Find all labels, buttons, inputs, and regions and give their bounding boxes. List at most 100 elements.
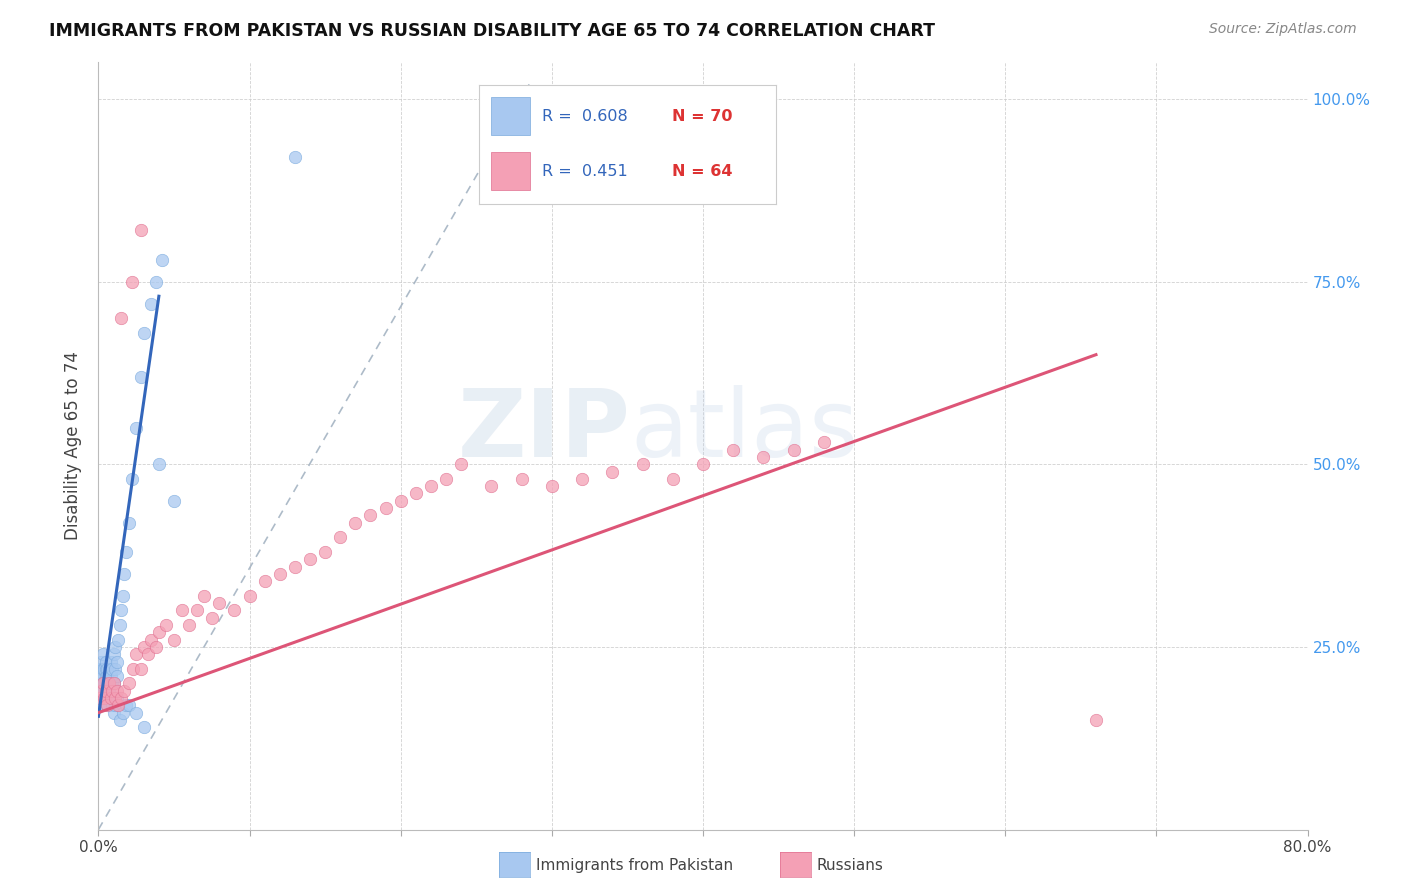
Point <box>783 442 806 457</box>
Point <box>752 450 775 464</box>
Point <box>94 683 117 698</box>
Point <box>179 618 201 632</box>
Point <box>186 603 208 617</box>
Point <box>193 589 215 603</box>
Point <box>89 691 111 706</box>
Point <box>94 691 117 706</box>
Point <box>224 603 246 617</box>
Point <box>105 669 128 683</box>
Text: Immigrants from Pakistan: Immigrants from Pakistan <box>536 858 733 872</box>
Point <box>132 720 155 734</box>
Point <box>125 647 148 661</box>
Point <box>101 698 124 713</box>
Point <box>94 683 117 698</box>
Point <box>692 457 714 471</box>
Point <box>98 662 121 676</box>
Point <box>94 662 117 676</box>
Point <box>129 662 152 676</box>
Point <box>105 691 128 706</box>
Point <box>540 479 562 493</box>
Point <box>132 640 155 654</box>
Point <box>90 676 112 690</box>
Point <box>374 501 396 516</box>
Point <box>104 698 127 713</box>
Point <box>118 676 141 690</box>
Point <box>98 676 121 690</box>
Point <box>91 683 114 698</box>
Point <box>103 676 125 690</box>
Point <box>571 472 593 486</box>
Point <box>141 296 163 310</box>
Point <box>103 706 125 720</box>
Point <box>434 472 457 486</box>
Point <box>107 698 129 713</box>
Point <box>284 559 307 574</box>
Point <box>89 669 111 683</box>
Point <box>104 662 127 676</box>
Point <box>141 632 163 647</box>
Point <box>91 676 114 690</box>
Point <box>100 669 122 683</box>
Point <box>110 311 132 326</box>
Point <box>93 662 115 676</box>
Point <box>101 676 124 690</box>
Point <box>91 676 114 690</box>
Point <box>107 632 129 647</box>
Point <box>100 691 122 706</box>
Point <box>510 472 533 486</box>
Point <box>103 676 125 690</box>
Point <box>112 683 135 698</box>
Point <box>201 610 224 624</box>
Point <box>110 603 132 617</box>
Point <box>450 457 472 471</box>
Point <box>284 150 307 164</box>
Point <box>91 662 114 676</box>
Point <box>90 655 112 669</box>
Point <box>101 662 124 676</box>
Point <box>208 596 231 610</box>
Point <box>90 662 112 676</box>
Point <box>96 698 118 713</box>
Point <box>105 683 128 698</box>
Point <box>89 676 111 690</box>
Text: atlas: atlas <box>630 384 859 476</box>
Point <box>112 566 135 581</box>
Point <box>90 698 112 713</box>
Point <box>90 683 112 698</box>
Point <box>132 326 155 340</box>
Point <box>93 698 115 713</box>
Point <box>118 698 141 713</box>
Point <box>111 706 134 720</box>
Point <box>145 275 167 289</box>
Point <box>105 655 128 669</box>
Point <box>145 640 167 654</box>
Point <box>150 252 173 267</box>
Point <box>631 457 654 471</box>
Y-axis label: Disability Age 65 to 74: Disability Age 65 to 74 <box>65 351 83 541</box>
Point <box>170 603 193 617</box>
Point <box>118 516 141 530</box>
Point <box>481 479 503 493</box>
Point <box>148 457 170 471</box>
Point <box>94 669 117 683</box>
Point <box>163 493 186 508</box>
Point <box>723 442 745 457</box>
Point <box>110 691 132 706</box>
Point <box>93 691 115 706</box>
Text: Russians: Russians <box>817 858 884 872</box>
Point <box>108 713 131 727</box>
Point <box>114 698 136 713</box>
Point <box>125 421 148 435</box>
Point <box>136 647 159 661</box>
Point <box>360 508 382 523</box>
Point <box>91 691 114 706</box>
Point <box>89 662 111 676</box>
Point <box>96 669 118 683</box>
Point <box>90 683 112 698</box>
Point <box>122 662 145 676</box>
Point <box>93 691 115 706</box>
Point <box>103 647 125 661</box>
Point <box>1085 713 1108 727</box>
Point <box>163 632 186 647</box>
Point <box>602 465 624 479</box>
